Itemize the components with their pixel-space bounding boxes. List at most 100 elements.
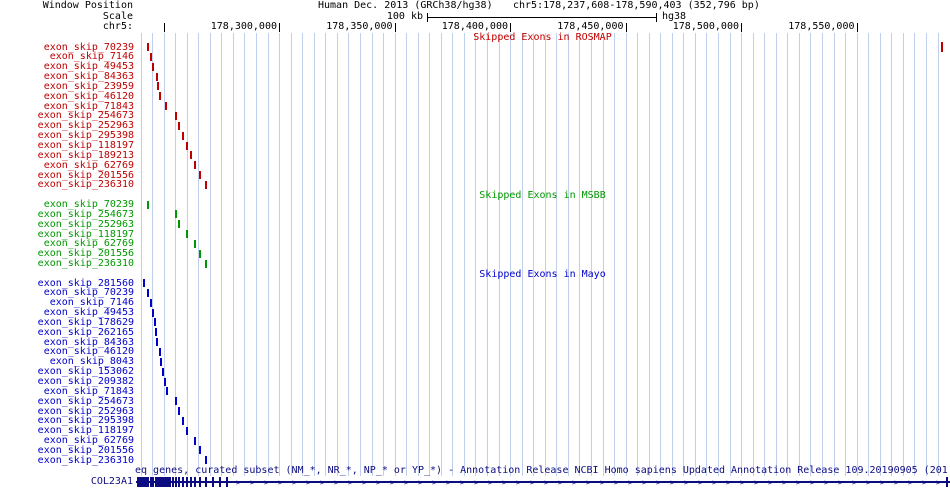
- exon-mark[interactable]: [205, 456, 207, 465]
- exon-mark[interactable]: [143, 279, 145, 287]
- track-item-label[interactable]: exon_skip_62769: [43, 238, 134, 250]
- exon-mark[interactable]: [182, 131, 184, 140]
- track-item-label[interactable]: exon_skip_201556: [37, 248, 134, 260]
- exon-mark[interactable]: [193, 239, 196, 248]
- exon-mark[interactable]: [178, 407, 180, 416]
- exon-mark[interactable]: [153, 318, 156, 327]
- exon-mark[interactable]: [160, 357, 162, 366]
- exon-mark[interactable]: [165, 102, 167, 111]
- exon-mark[interactable]: [154, 328, 157, 337]
- exon-mark[interactable]: [152, 308, 154, 317]
- gene-exon: [162, 477, 165, 487]
- track-title[interactable]: Skipped Exons in MSBB: [479, 189, 606, 201]
- exon-mark[interactable]: [199, 446, 201, 455]
- edge-exon-mark[interactable]: [941, 42, 943, 52]
- exon-mark[interactable]: [178, 220, 180, 229]
- track-item-label[interactable]: exon_skip_49453: [43, 61, 134, 73]
- exon-mark[interactable]: [205, 259, 207, 268]
- track-item-label[interactable]: exon_skip_62769: [43, 159, 134, 171]
- strand-arrow: >: [894, 477, 899, 487]
- exon-mark[interactable]: [199, 249, 201, 258]
- refseq-track-title[interactable]: eq genes, curated subset (NM_*, NR_*, NP…: [135, 465, 948, 476]
- exon-mark[interactable]: [193, 436, 196, 445]
- track-item-label[interactable]: exon_skip_70239: [43, 287, 134, 299]
- track-item-label[interactable]: exon_skip_178629: [37, 316, 134, 328]
- track-item-label[interactable]: exon_skip_84363: [43, 336, 134, 348]
- strand-arrow: >: [740, 477, 745, 487]
- track-item-label[interactable]: exon_skip_189213: [37, 149, 134, 161]
- track-item-label[interactable]: exon_skip_295398: [37, 415, 134, 427]
- exon-mark[interactable]: [155, 338, 158, 347]
- gene-exon: [142, 477, 145, 487]
- exon-mark[interactable]: [175, 111, 177, 120]
- track-item-label[interactable]: exon_skip_118197: [37, 228, 134, 240]
- exon-mark[interactable]: [193, 161, 196, 170]
- track-item-label[interactable]: exon_skip_8043: [49, 356, 134, 368]
- exon-mark[interactable]: [178, 121, 180, 130]
- track-item-label[interactable]: exon_skip_46120: [43, 90, 134, 102]
- exon-mark[interactable]: [175, 210, 177, 219]
- strand-arrow: >: [642, 477, 647, 487]
- exon-mark[interactable]: [175, 397, 177, 406]
- track-item-label[interactable]: exon_skip_7146: [49, 51, 134, 63]
- track-item-label[interactable]: exon_skip_71843: [43, 100, 134, 112]
- exon-mark[interactable]: [164, 377, 166, 386]
- track-item-label[interactable]: exon_skip_281560: [37, 277, 134, 289]
- exon-mark[interactable]: [147, 200, 149, 209]
- track-item-label[interactable]: exon_skip_7146: [49, 297, 134, 309]
- gridline: [590, 33, 592, 476]
- gridline: [833, 33, 835, 476]
- gene-label[interactable]: COL23A1: [90, 476, 133, 487]
- track-title[interactable]: Skipped Exons in Mayo: [479, 268, 606, 280]
- exon-mark[interactable]: [186, 230, 188, 239]
- track-item-label[interactable]: exon_skip_254673: [37, 110, 134, 122]
- track-item-label[interactable]: exon_skip_71843: [43, 385, 134, 397]
- track-item-label[interactable]: exon_skip_84363: [43, 71, 134, 83]
- exon-mark[interactable]: [199, 171, 201, 180]
- track-item-label[interactable]: exon_skip_236310: [37, 258, 134, 270]
- exon-mark[interactable]: [162, 367, 164, 376]
- exon-mark[interactable]: [186, 141, 188, 150]
- exon-mark[interactable]: [155, 72, 158, 81]
- exon-mark[interactable]: [190, 151, 192, 160]
- exon-mark[interactable]: [157, 82, 159, 91]
- track-item-label[interactable]: exon_skip_201556: [37, 444, 134, 456]
- track-item-label[interactable]: exon_skip_201556: [37, 169, 134, 181]
- exon-mark[interactable]: [186, 426, 188, 435]
- track-item-label[interactable]: exon_skip_252963: [37, 120, 134, 132]
- exon-mark[interactable]: [158, 92, 161, 101]
- track-item-label[interactable]: exon_skip_153062: [37, 366, 134, 378]
- exon-mark[interactable]: [166, 387, 168, 396]
- track-item-label[interactable]: exon_skip_62769: [43, 435, 134, 447]
- gene-exon: [154, 477, 157, 487]
- track-item-label[interactable]: exon_skip_70239: [43, 199, 134, 210]
- track-item-label[interactable]: exon_skip_252963: [37, 405, 134, 417]
- exon-mark[interactable]: [149, 52, 152, 61]
- track-item-label[interactable]: exon_skip_49453: [43, 307, 134, 319]
- track-item-label[interactable]: exon_skip_236310: [37, 454, 134, 466]
- track-item-label[interactable]: exon_skip_262165: [37, 326, 134, 338]
- track-item-label[interactable]: exon_skip_252963: [37, 218, 134, 230]
- exon-mark[interactable]: [147, 288, 149, 297]
- exon-mark[interactable]: [152, 62, 154, 71]
- track-item-label[interactable]: exon_skip_295398: [37, 130, 134, 142]
- exon-mark[interactable]: [182, 416, 184, 425]
- exon-mark[interactable]: [205, 180, 207, 189]
- track-title[interactable]: Skipped Exons in ROSMAP: [473, 32, 612, 43]
- track-item-label[interactable]: exon_skip_236310: [37, 179, 134, 191]
- track-item-label[interactable]: exon_skip_46120: [43, 346, 134, 358]
- track-item-label[interactable]: exon_skip_254673: [37, 208, 134, 220]
- track-item-label[interactable]: exon_skip_118197: [37, 140, 134, 151]
- track-item-label[interactable]: exon_skip_209382: [37, 376, 134, 387]
- exon-mark[interactable]: [149, 298, 152, 307]
- exon-mark[interactable]: [147, 43, 149, 51]
- track-item-label[interactable]: exon_skip_254673: [37, 395, 134, 407]
- gridline: [510, 33, 512, 476]
- gridline: [302, 33, 304, 476]
- exon-mark[interactable]: [158, 347, 161, 356]
- track-item-label[interactable]: exon_skip_23959: [43, 80, 134, 92]
- track-item-label[interactable]: exon_skip_118197: [37, 425, 134, 437]
- track-item-label[interactable]: exon_skip_70239: [43, 41, 134, 53]
- strand-arrow: >: [236, 477, 241, 487]
- ruler-tick: [625, 23, 627, 32]
